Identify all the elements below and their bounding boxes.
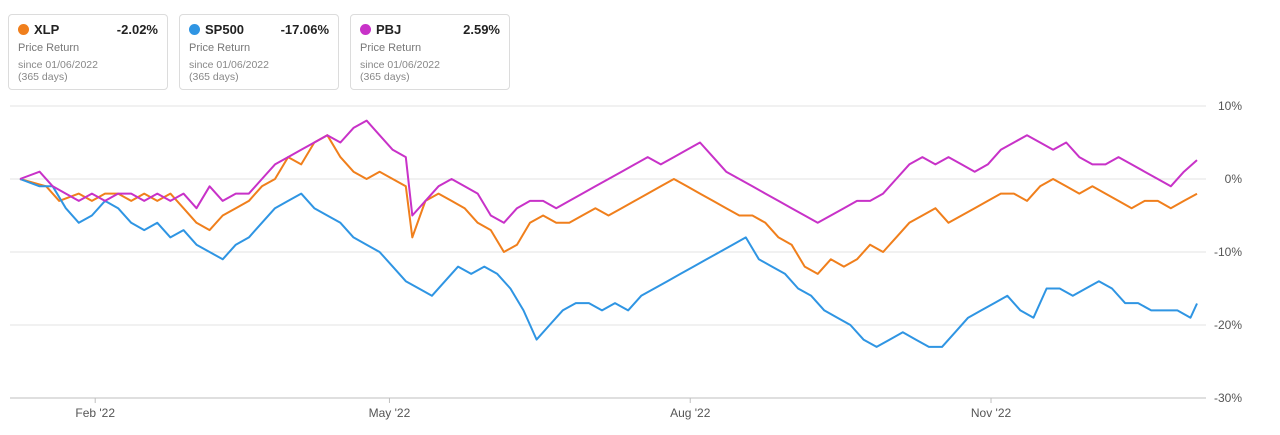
metric-label: Price Return	[189, 42, 251, 54]
x-tick-label: Feb '22	[75, 406, 115, 420]
legend-card-sp500[interactable]: SP500 -17.06% Price Return since 01/06/2022…	[179, 14, 339, 90]
series-color-dot-icon	[189, 24, 200, 35]
series-line-pbj	[19, 119, 1198, 224]
change-value: 2.59%	[463, 22, 500, 37]
series-line-sp500	[19, 178, 1198, 348]
since-label: since 01/06/2022	[189, 59, 269, 71]
series-color-dot-icon	[360, 24, 371, 35]
series-color-dot-icon	[18, 24, 29, 35]
y-tick-label: 0%	[1225, 172, 1243, 186]
legend-ticker: SP500	[189, 22, 244, 37]
metric-label: Price Return	[360, 42, 422, 54]
y-tick-label: -10%	[1214, 245, 1242, 259]
series-line-xlp	[19, 134, 1198, 275]
legend-card-pbj[interactable]: PBJ 2.59% Price Return since 01/06/2022 (365…	[350, 14, 510, 90]
x-tick-label: Aug '22	[670, 406, 711, 420]
x-tick-label: May '22	[369, 406, 411, 420]
y-tick-label: -30%	[1214, 391, 1242, 405]
change-value: -2.02%	[116, 22, 158, 37]
legend-card-xlp[interactable]: XLP -2.02% Price Return since 01/06/2022 (36…	[8, 14, 168, 90]
since-label: since 01/06/2022	[360, 59, 440, 71]
days-label: (365 days)	[18, 71, 68, 83]
days-label: (365 days)	[189, 71, 239, 83]
legend-ticker: XLP	[18, 22, 59, 37]
x-tick-label: Nov '22	[971, 406, 1012, 420]
since-label: since 01/06/2022	[18, 59, 98, 71]
change-value: -17.06%	[280, 22, 329, 37]
days-label: (365 days)	[360, 71, 410, 83]
ticker-label: SP500	[205, 22, 245, 37]
y-tick-label: 10%	[1218, 99, 1242, 113]
metric-label: Price Return	[18, 42, 80, 54]
y-tick-label: -20%	[1214, 318, 1242, 332]
ticker-label: PBJ	[376, 22, 402, 37]
ticker-label: XLP	[34, 22, 60, 37]
legend-ticker: PBJ	[360, 22, 401, 37]
